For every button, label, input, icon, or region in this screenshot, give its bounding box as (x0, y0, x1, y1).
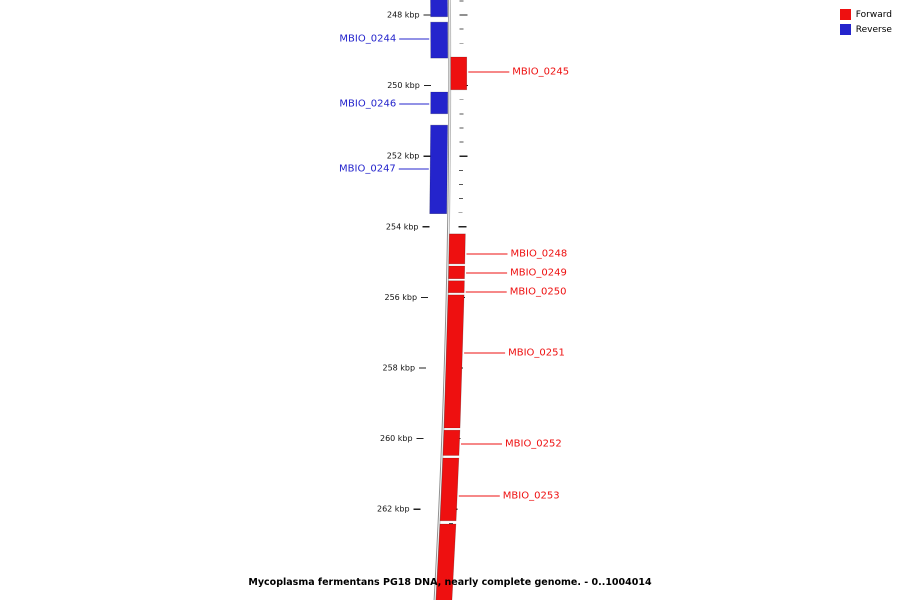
gene-feature-MBIO_0251[interactable] (443, 294, 465, 429)
scale-tick-label: 248 kbp (387, 11, 420, 20)
gene-feature-MBIO_0248[interactable] (448, 233, 466, 265)
scale-tick-label: 258 kbp (382, 364, 415, 373)
gene-feature-MBIO_0244[interactable] (430, 21, 449, 59)
gene-label[interactable]: MBIO_0244 (339, 34, 396, 45)
scale-tick-label: 262 kbp (377, 505, 410, 514)
legend-item-forward: Forward (839, 9, 892, 20)
gene-feature-MBIO_0247[interactable] (429, 124, 448, 214)
gene-label[interactable]: MBIO_0251 (508, 348, 565, 359)
legend-label-forward: Forward (855, 9, 892, 20)
scale-tick-label: 252 kbp (387, 152, 420, 161)
gene-label[interactable]: MBIO_0248 (511, 249, 568, 260)
gene-label[interactable]: MBIO_0247 (339, 164, 396, 175)
gene-label[interactable]: MBIO_0252 (505, 439, 562, 450)
gene-feature-MBIO_0252[interactable] (442, 429, 461, 456)
gene-label[interactable]: MBIO_0249 (510, 268, 567, 279)
gene-feature-unlabeled-11[interactable] (435, 523, 457, 600)
gene-label[interactable]: MBIO_0250 (510, 287, 567, 298)
reverse-strand-swatch (839, 24, 851, 35)
forward-strand-swatch (839, 9, 851, 20)
legend-item-reverse: Reverse (839, 24, 892, 35)
gene-feature-MBIO_0250[interactable] (447, 280, 465, 294)
scale-tick-label: 254 kbp (386, 222, 419, 231)
figure-title: Mycoplasma fermentans PG18 DNA, nearly c… (248, 577, 652, 588)
genome-backbone-line (433, 0, 450, 600)
genome-backbone-line-2 (435, 0, 452, 600)
gene-feature-MBIO_0246[interactable] (430, 91, 449, 115)
legend: Forward Reverse (839, 9, 892, 35)
gene-feature-MBIO_0253[interactable] (439, 457, 460, 522)
legend-label-reverse: Reverse (855, 24, 892, 35)
gene-label[interactable]: MBIO_0245 (512, 67, 569, 78)
scale-tick-label: 250 kbp (387, 81, 420, 90)
gene-feature-MBIO_0245[interactable] (450, 56, 468, 91)
scale-tick-label: 256 kbp (384, 293, 417, 302)
gene-label[interactable]: MBIO_0246 (339, 99, 396, 110)
scale-tick-label: 260 kbp (380, 434, 413, 443)
gene-feature-unlabeled-0[interactable] (430, 0, 448, 18)
gene-feature-MBIO_0249[interactable] (448, 265, 466, 280)
gene-label[interactable]: MBIO_0253 (503, 491, 560, 502)
